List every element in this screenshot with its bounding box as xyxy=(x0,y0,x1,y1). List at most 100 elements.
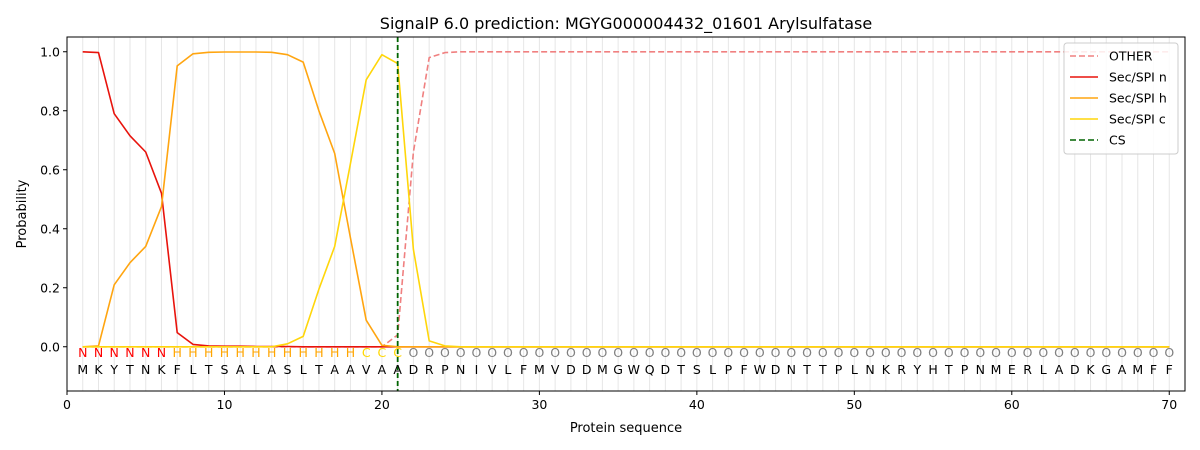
residue-label: P xyxy=(441,362,449,377)
residue-label: V xyxy=(488,362,497,377)
y-tick-label: 1.0 xyxy=(40,44,60,59)
region-label: O xyxy=(1038,345,1048,360)
region-label: O xyxy=(755,345,765,360)
region-label: O xyxy=(503,345,513,360)
region-label: O xyxy=(629,345,639,360)
region-label: H xyxy=(173,345,182,360)
residue-label: A xyxy=(236,362,245,377)
residue-label: K xyxy=(94,362,103,377)
y-axis-label: Probability xyxy=(15,179,30,248)
region-label: O xyxy=(1133,345,1143,360)
residue-label: F xyxy=(520,362,527,377)
plot-frame xyxy=(66,36,1186,392)
region-label: O xyxy=(1070,345,1080,360)
region-label: O xyxy=(534,345,544,360)
residue-label: A xyxy=(1055,362,1064,377)
region-label: H xyxy=(220,345,229,360)
region-label: H xyxy=(267,345,276,360)
region-label: N xyxy=(110,345,119,360)
region-label: O xyxy=(519,345,529,360)
residue-label: E xyxy=(1008,362,1016,377)
region-label: C xyxy=(362,345,371,360)
region-label: O xyxy=(613,345,623,360)
region-label: O xyxy=(928,345,938,360)
legend-label: CS xyxy=(1109,133,1126,148)
residue-label: F xyxy=(740,362,747,377)
region-label: N xyxy=(78,345,87,360)
legend-label: Sec/SPI n xyxy=(1109,70,1167,85)
y-axis-ticks: 0.0 0.2 0.4 0.6 0.8 1.0 xyxy=(40,44,67,354)
residue-label: N xyxy=(141,362,150,377)
region-label: O xyxy=(409,345,419,360)
region-label: N xyxy=(125,345,134,360)
residue-label: T xyxy=(314,362,323,377)
region-label: O xyxy=(786,345,796,360)
residue-label: D xyxy=(582,362,592,377)
legend-box xyxy=(1063,42,1179,155)
residue-label: L xyxy=(709,362,716,377)
x-tick-label: 50 xyxy=(846,397,862,412)
region-label: O xyxy=(550,345,560,360)
region-label: N xyxy=(157,345,166,360)
residue-label: M xyxy=(1132,362,1143,377)
residue-label: R xyxy=(425,362,434,377)
region-label: O xyxy=(865,345,875,360)
region-label: O xyxy=(1101,345,1111,360)
region-label: O xyxy=(692,345,702,360)
series-line-sec-spi-h xyxy=(82,51,1170,348)
region-label: O xyxy=(991,345,1001,360)
residue-label: M xyxy=(597,362,608,377)
residue-label: T xyxy=(944,362,953,377)
series-line-other xyxy=(82,50,1170,348)
region-label: H xyxy=(283,345,292,360)
residue-label: N xyxy=(976,362,985,377)
residue-label: A xyxy=(1118,362,1127,377)
residue-label: P xyxy=(725,362,733,377)
region-label: O xyxy=(660,345,670,360)
x-tick-label: 60 xyxy=(1004,397,1020,412)
region-label: C xyxy=(393,345,402,360)
residue-label: T xyxy=(676,362,685,377)
residue-label: R xyxy=(1023,362,1032,377)
region-label: O xyxy=(471,345,481,360)
x-tick-label: 10 xyxy=(217,397,233,412)
y-tick-label: 0.2 xyxy=(40,280,60,295)
residue-annotations: NMNKNYNTNNNKHFHLHTHSHAHLHAHSHLHTHAHACVCA… xyxy=(77,345,1174,377)
series-line-sec-spi-c xyxy=(82,53,1170,348)
residue-label: S xyxy=(693,362,701,377)
region-label: H xyxy=(314,345,323,360)
region-label: O xyxy=(1023,345,1033,360)
region-label: N xyxy=(141,345,150,360)
region-label: N xyxy=(94,345,103,360)
region-label: O xyxy=(597,345,607,360)
region-label: O xyxy=(708,345,718,360)
region-label: C xyxy=(378,345,387,360)
residue-label: N xyxy=(787,362,796,377)
residue-label: N xyxy=(456,362,465,377)
y-tick-label: 0.8 xyxy=(40,103,60,118)
region-label: O xyxy=(1007,345,1017,360)
region-label: O xyxy=(739,345,749,360)
residue-label: T xyxy=(802,362,811,377)
region-label: O xyxy=(1117,345,1127,360)
legend-label: Sec/SPI c xyxy=(1109,112,1166,127)
residue-label: T xyxy=(204,362,213,377)
y-tick-label: 0.6 xyxy=(40,162,60,177)
residue-label: D xyxy=(409,362,419,377)
region-label: O xyxy=(960,345,970,360)
residue-label: L xyxy=(252,362,259,377)
region-label: O xyxy=(771,345,781,360)
region-label: H xyxy=(188,345,197,360)
residue-label: V xyxy=(551,362,560,377)
residue-label: Q xyxy=(645,362,655,377)
region-label: O xyxy=(676,345,686,360)
series-line-sec-spi-n xyxy=(82,51,1170,348)
region-label: O xyxy=(834,345,844,360)
x-tick-label: 40 xyxy=(689,397,705,412)
residue-label: F xyxy=(1150,362,1157,377)
residue-label: W xyxy=(754,362,766,377)
region-label: O xyxy=(456,345,466,360)
series-lines xyxy=(82,37,1170,391)
region-label: O xyxy=(818,345,828,360)
